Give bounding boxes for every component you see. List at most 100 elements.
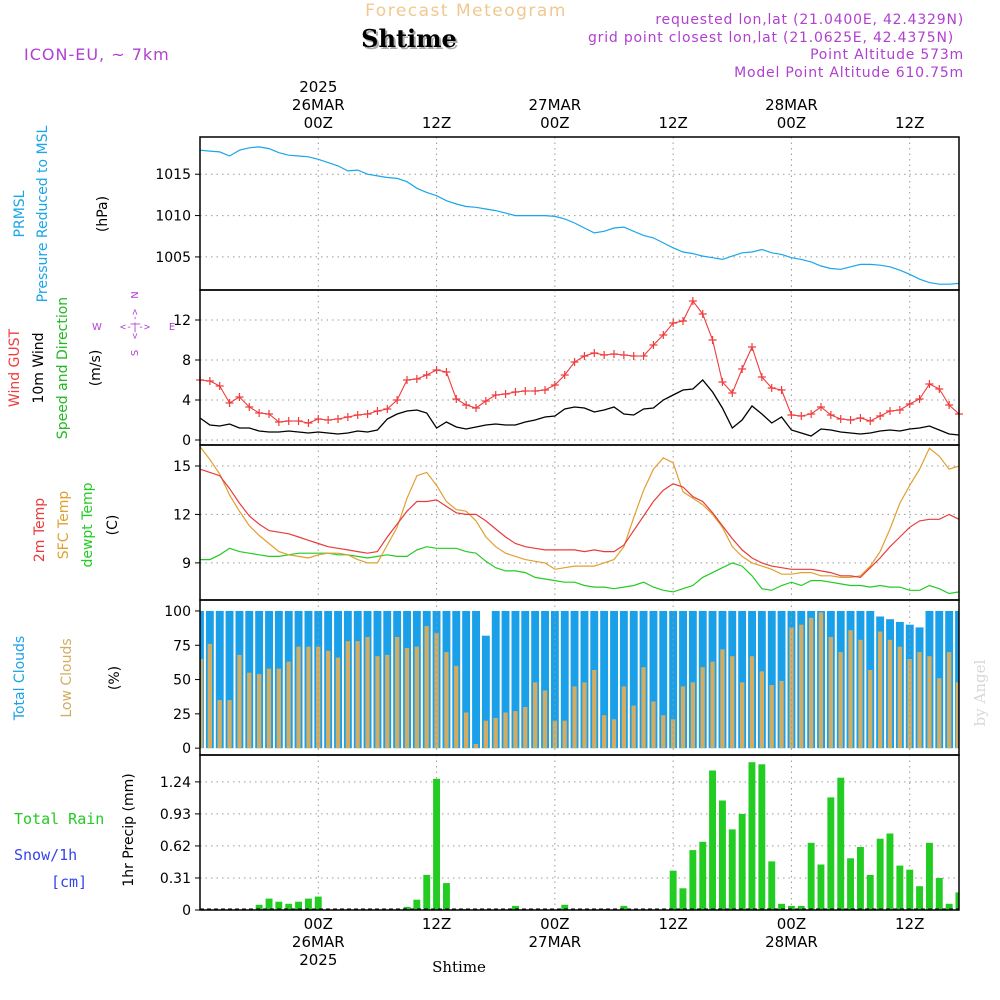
rain-bar-57 xyxy=(758,764,766,910)
gust-marker-43 xyxy=(619,351,628,359)
wind-speed-line xyxy=(199,379,960,437)
top-tick-label-4-0: 28MAR xyxy=(765,96,818,114)
top-tick-label-2-0: 27MAR xyxy=(528,96,581,114)
low-cloud-bar-21 xyxy=(404,648,410,749)
gust-marker-58 xyxy=(767,384,776,392)
gust-marker-36 xyxy=(550,381,559,389)
requested-coords: requested lon,lat (21.0400E, 42.4329N) xyxy=(655,12,964,28)
low-cloud-bar-33 xyxy=(523,707,528,749)
low-cloud-bar-6 xyxy=(257,674,262,749)
bottom-tick-label-0-2: 2025 xyxy=(299,951,337,969)
gust-marker-15 xyxy=(343,413,352,421)
gust-marker-6 xyxy=(255,409,264,417)
wind-tick-label-3: 12 xyxy=(173,313,191,329)
bottom-tick-label-0-1: 26MAR xyxy=(292,933,345,951)
bottom-tick-label-0-0: 00Z xyxy=(304,915,333,933)
rain-bar-62 xyxy=(807,842,815,910)
low-cloud-bar-39 xyxy=(582,682,587,749)
gust-marker-73 xyxy=(915,395,924,403)
top-tick-label-3-0: 12Z xyxy=(658,114,687,132)
low-cloud-bar-25 xyxy=(444,652,449,749)
low-cloud-bar-77 xyxy=(955,682,959,749)
rain-bar-54 xyxy=(728,829,736,910)
gust-marker-65 xyxy=(836,415,845,423)
temp-frame xyxy=(199,444,960,601)
gust-marker-9 xyxy=(284,417,293,425)
gust-marker-64 xyxy=(826,411,835,419)
low-cloud-bar-53 xyxy=(720,649,725,749)
low-cloud-bar-31 xyxy=(503,712,508,749)
gust-marker-7 xyxy=(265,410,273,418)
gust-marker-51 xyxy=(698,310,707,318)
gust-marker-24 xyxy=(432,366,441,374)
clouds-tick-label-1: 25 xyxy=(173,707,191,723)
rain-bar-75 xyxy=(935,878,943,910)
low-cloud-bar-1 xyxy=(207,643,212,749)
low-cloud-bar-71 xyxy=(897,646,902,749)
low-cloud-bar-57 xyxy=(759,671,764,749)
temp-2m-line xyxy=(199,468,960,579)
rain-bar-25 xyxy=(443,883,450,910)
low-cloud-bar-34 xyxy=(533,682,538,749)
wind-gust-line xyxy=(199,299,960,424)
point-altitude: Point Altitude 573m xyxy=(810,47,964,63)
compass-east: E xyxy=(169,322,175,333)
gust-marker-63 xyxy=(817,403,825,411)
temp-marks xyxy=(199,446,960,595)
gust-marker-19 xyxy=(383,405,392,413)
rain-bar-60 xyxy=(788,905,795,910)
low-cloud-bar-14 xyxy=(335,657,341,749)
rain-bar-69 xyxy=(876,838,884,910)
precip-panel: 0 0.31 0.62 0.93 1.24 Total Rain Snow/1h [cm… xyxy=(14,754,960,919)
gust-marker-30 xyxy=(491,391,500,399)
wind-tick-label-1: 4 xyxy=(182,393,191,409)
rain-bar-76 xyxy=(945,903,953,910)
low-cloud-bar-41 xyxy=(602,715,607,749)
pressure-tick-label-1: 1010 xyxy=(155,209,191,225)
pressure-panel: 1005 1010 1015 PRMSL Pressure Reduced to M… xyxy=(12,125,960,302)
gust-marker-2 xyxy=(215,382,224,390)
low-cloud-bar-70 xyxy=(887,639,893,749)
low-cloud-bar-50 xyxy=(690,682,695,749)
rain-bar-67 xyxy=(857,847,864,910)
low-cloud-bar-19 xyxy=(385,654,390,749)
rain-bar-51 xyxy=(699,841,707,910)
gust-marker-35 xyxy=(541,386,549,394)
low-cloud-bar-69 xyxy=(878,631,883,749)
bottom-tick-label-2-0: 00Z xyxy=(540,915,569,933)
clouds-tick-label-2: 50 xyxy=(173,673,191,689)
gust-marker-14 xyxy=(334,415,342,423)
compass-arrow-vertical: <-|-> xyxy=(130,309,141,339)
wind-frame xyxy=(199,289,960,446)
top-tick-label-5-0: 12Z xyxy=(895,114,924,132)
clouds-unit: (%) xyxy=(107,666,123,690)
low-cloud-bar-16 xyxy=(355,641,360,749)
gust-marker-12 xyxy=(314,415,323,423)
gust-marker-41 xyxy=(600,351,609,359)
total-cloud-bar-48 xyxy=(669,611,678,749)
low-cloud-bar-48 xyxy=(671,719,676,749)
precip-unit: 1hr Precip (mm) xyxy=(121,773,137,886)
gust-marker-27 xyxy=(462,401,471,409)
temp-tick-label-2: 15 xyxy=(173,459,191,475)
precip-y-ticks: 0 0.31 0.62 0.93 1.24 xyxy=(160,775,200,919)
wind-gridlines xyxy=(200,290,959,445)
rain-bar-22 xyxy=(413,899,421,910)
rain-bar-58 xyxy=(768,861,776,910)
gust-marker-13 xyxy=(324,416,333,424)
low-cloud-bar-27 xyxy=(464,712,469,749)
rain-bar-73 xyxy=(916,886,923,910)
low-cloud-bar-5 xyxy=(247,672,252,749)
total-cloud-bar-32 xyxy=(511,611,520,749)
top-tick-label-0-2: 00Z xyxy=(304,114,333,132)
watermark: by Angel xyxy=(971,659,989,726)
gust-marker-56 xyxy=(748,343,756,351)
clouds-panel: 0 25 50 75 100 Total Clouds Low Clouds (%) b… xyxy=(12,599,989,757)
rain-bar-50 xyxy=(689,850,697,910)
gust-marker-38 xyxy=(570,358,579,366)
gust-marker-21 xyxy=(403,376,411,384)
gust-marker-26 xyxy=(452,395,461,403)
rain-bar-71 xyxy=(896,865,904,910)
temp-label-2m: 2m Temp xyxy=(32,498,48,562)
rain-bar-9 xyxy=(285,903,293,910)
